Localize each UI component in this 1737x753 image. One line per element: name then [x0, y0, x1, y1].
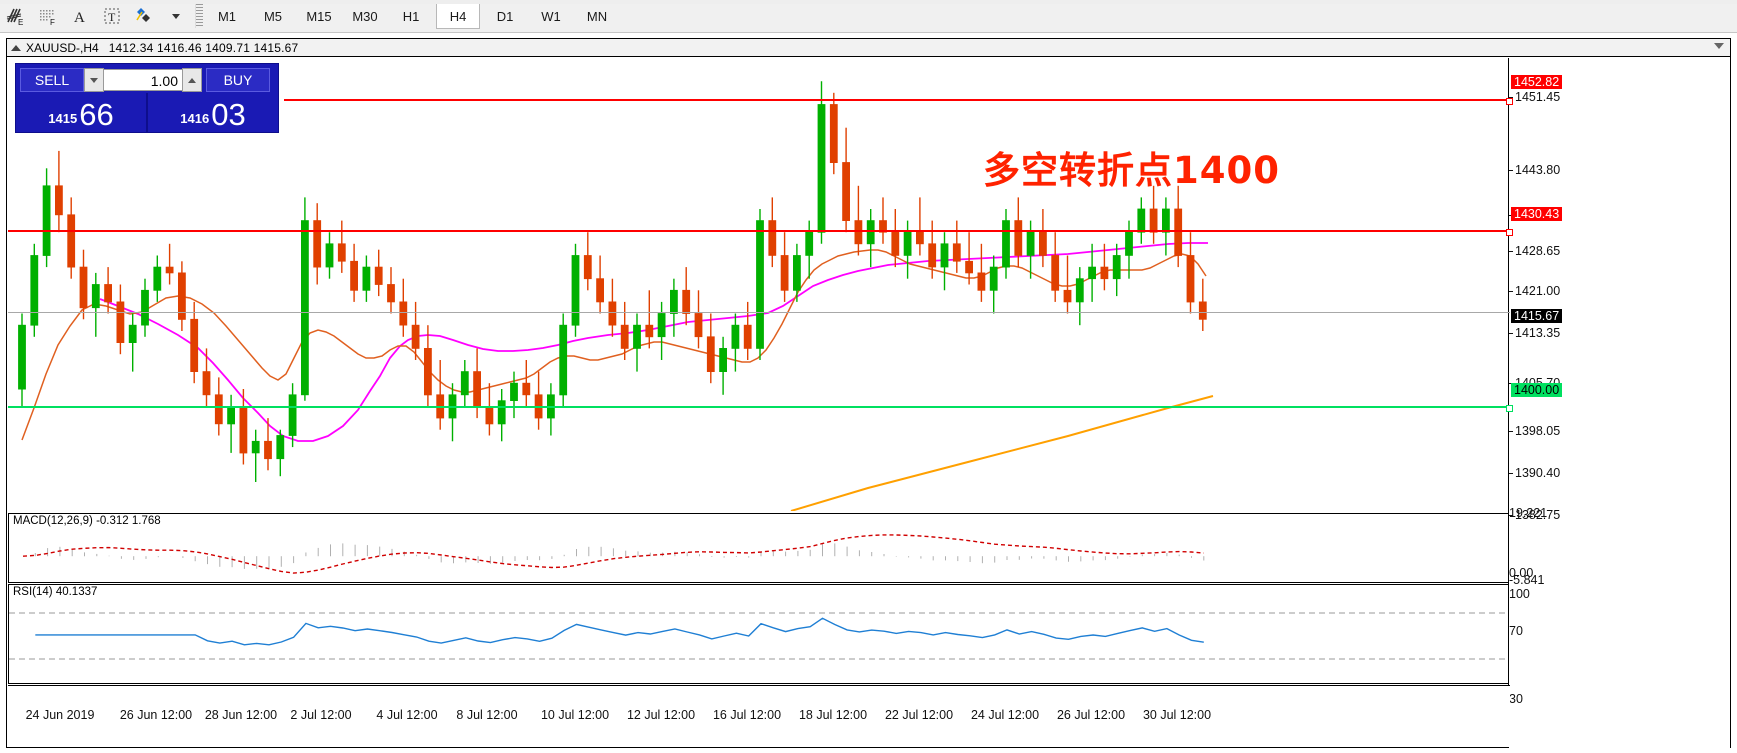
oct-quotes-row: 1415 66 1416 03	[16, 93, 278, 132]
level-line-1430[interactable]	[8, 229, 1513, 236]
timeframe-m30[interactable]: M30	[352, 8, 378, 24]
macd-tick-top: 19.221	[1509, 506, 1548, 520]
price-tick: 1451.45	[1509, 90, 1560, 104]
price-tick: 1382.75	[1509, 508, 1560, 522]
macd-tick-bottom: -5.841	[1509, 573, 1545, 587]
time-tick: 2 Jul 12:00	[290, 708, 352, 722]
time-axis[interactable]: 24 Jun 2019 26 Jun 12:00 28 Jun 12:00 2 …	[8, 685, 1510, 747]
price-tick: 1390.40	[1509, 466, 1560, 480]
buy-button[interactable]: BUY	[206, 68, 270, 92]
volume-increment-button[interactable]	[182, 68, 202, 92]
toolbar-top-strip	[0, 0, 1737, 4]
price-tick: 1421.00	[1509, 284, 1560, 298]
svg-text:E: E	[18, 18, 23, 27]
sell-button[interactable]: SELL	[20, 68, 84, 92]
time-tick: 8 Jul 12:00	[456, 708, 518, 722]
price-tick: 1443.80	[1509, 163, 1560, 177]
grid-icon[interactable]: F	[32, 1, 64, 31]
level-line-1452[interactable]	[284, 98, 1513, 105]
sell-price[interactable]: 1415 66	[16, 93, 146, 132]
time-tick: 18 Jul 12:00	[798, 708, 868, 722]
svg-text:F: F	[50, 18, 55, 27]
time-tick: 26 Jun 12:00	[119, 708, 193, 722]
rsi-tick-30: 30	[1509, 692, 1523, 706]
sell-price-prefix: 1415	[48, 111, 78, 126]
macd-pane[interactable]: MACD(12,26,9) -0.312 1.768	[8, 513, 1510, 583]
indicators-icon[interactable]: E	[0, 1, 32, 31]
timeframe-h1[interactable]: H1	[402, 8, 420, 24]
time-tick: 16 Jul 12:00	[712, 708, 782, 722]
chart-window: XAUUSD-,H4 1412.34 1416.46 1409.71 1415.…	[6, 38, 1731, 748]
timeframe-w1[interactable]: W1	[541, 8, 561, 24]
buy-price-pips: 03	[211, 97, 246, 132]
macd-label: MACD(12,26,9) -0.312 1.768	[13, 515, 161, 527]
price-pane[interactable]: 多空转折点1400	[8, 58, 1513, 511]
oct-controls-row: SELL 1.00 BUY	[16, 64, 278, 93]
volume-input[interactable]: 1.00	[104, 69, 182, 91]
macd-tick-zero: 0.00	[1509, 566, 1534, 580]
timeframe-m5[interactable]: M5	[263, 8, 283, 24]
chevron-down-icon[interactable]	[160, 1, 192, 31]
timeframe-h4[interactable]: H4	[436, 3, 480, 29]
rsi-label: RSI(14) 40.1337	[13, 586, 98, 598]
time-tick: 22 Jul 12:00	[884, 708, 954, 722]
price-tag-1400[interactable]: 1400.00	[1511, 383, 1563, 397]
time-tick: 30 Jul 12:00	[1142, 708, 1212, 722]
rsi-pane[interactable]: RSI(14) 40.1337	[8, 584, 1510, 684]
price-axis[interactable]: 1451.45 1443.80 1436.15 1428.65 1421.00 …	[1508, 58, 1730, 748]
chart-ohlc-label: 1412.34 1416.46 1409.71 1415.67	[108, 40, 299, 55]
time-tick: 10 Jul 12:00	[540, 708, 610, 722]
level-line-1400[interactable]	[8, 405, 1513, 412]
chart-titlebar: XAUUSD-,H4 1412.34 1416.46 1409.71 1415.…	[7, 39, 1730, 57]
timeframe-mn[interactable]: MN	[586, 8, 608, 24]
price-tick: 1428.65	[1509, 244, 1560, 258]
price-tag-1430[interactable]: 1430.43	[1511, 207, 1563, 221]
toolbar-drag-handle[interactable]	[195, 4, 203, 28]
timeframe-d1[interactable]: D1	[496, 8, 514, 24]
chart-annotation-text: 多空转折点1400	[983, 149, 1280, 192]
chart-symbol-label: XAUUSD-,H4	[26, 40, 99, 55]
time-tick: 4 Jul 12:00	[376, 708, 438, 722]
time-tick: 26 Jul 12:00	[1056, 708, 1126, 722]
rsi-svg	[9, 612, 1509, 660]
time-tick: 12 Jul 12:00	[626, 708, 696, 722]
price-tag-current: 1415.67	[1511, 309, 1563, 323]
buy-price[interactable]: 1416 03	[148, 93, 278, 132]
price-tag-1452[interactable]: 1452.82	[1511, 75, 1563, 89]
one-click-trading-panel[interactable]: SELL 1.00 BUY 1415 66 1416 03	[15, 63, 279, 133]
sell-price-pips: 66	[79, 97, 114, 132]
timeframe-m15[interactable]: M15	[306, 8, 332, 24]
current-price-line	[8, 312, 1510, 313]
buy-price-prefix: 1416	[180, 111, 210, 126]
timeframe-m1[interactable]: M1	[217, 8, 237, 24]
textlabel-icon[interactable]: T	[96, 1, 128, 31]
top-toolbar: E F A T M1 M	[0, 0, 1737, 33]
rsi-tick-100: 100	[1509, 587, 1530, 601]
collapse-icon[interactable]	[11, 44, 21, 51]
oct-divider	[146, 93, 148, 132]
macd-svg	[22, 534, 1205, 574]
time-tick: 28 Jun 12:00	[204, 708, 278, 722]
objects-icon[interactable]	[128, 1, 160, 31]
time-tick: 24 Jun 2019	[25, 708, 95, 722]
svg-text:A: A	[74, 10, 85, 26]
text-icon[interactable]: A	[64, 1, 96, 31]
volume-decrement-button[interactable]	[84, 68, 104, 92]
time-tick: 24 Jul 12:00	[970, 708, 1040, 722]
price-tick: 1398.05	[1509, 424, 1560, 438]
chevron-down-icon[interactable]	[1714, 43, 1724, 49]
rsi-tick-70: 70	[1509, 624, 1523, 638]
svg-text:T: T	[108, 10, 116, 24]
price-tick: 1413.35	[1509, 326, 1560, 340]
